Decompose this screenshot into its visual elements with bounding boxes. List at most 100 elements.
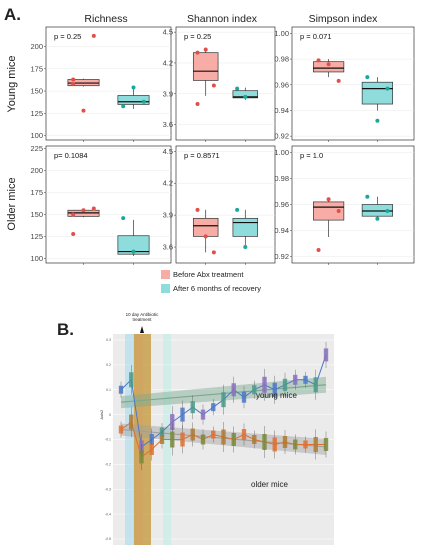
panel-frame <box>291 26 415 141</box>
data-point <box>316 248 321 252</box>
time-box <box>323 348 329 362</box>
data-point <box>195 207 200 212</box>
column-title-richness: Richness <box>84 13 127 25</box>
highlight-band-blue <box>125 334 133 545</box>
panel-b-tick-label: -0.4 <box>105 512 111 516</box>
data-point <box>385 209 390 213</box>
panel-b-letter: B. <box>57 320 74 339</box>
data-point <box>385 86 390 91</box>
y-tick-label: 0.96 <box>274 80 289 89</box>
time-box <box>241 391 247 403</box>
y-tick-label: 1.00 <box>274 148 289 157</box>
time-box <box>190 428 195 441</box>
panel-b-tick-label: -0.2 <box>105 463 111 467</box>
time-box <box>313 377 318 393</box>
y-tick-label: 0.96 <box>274 200 289 209</box>
panel-b-tick-label: 0.3 <box>106 338 111 342</box>
data-point <box>71 77 76 82</box>
y-tick-label: 125 <box>30 232 43 241</box>
data-point <box>91 206 96 211</box>
time-box <box>200 409 206 420</box>
time-box <box>180 432 185 447</box>
y-tick-label: 4.2 <box>163 58 173 67</box>
time-box <box>180 407 185 422</box>
time-box <box>149 443 154 455</box>
y-tick-label: 0.94 <box>274 226 289 235</box>
time-box <box>231 433 236 446</box>
y-tick-label: 1.00 <box>274 29 289 38</box>
panel-b-tick-label: 0.1 <box>106 388 111 392</box>
p-value-label: p = 0.25 <box>54 32 81 41</box>
y-tick-label: 200 <box>30 166 43 175</box>
time-box <box>282 378 288 391</box>
panel-frame <box>175 145 276 264</box>
data-point <box>195 50 200 55</box>
data-point <box>131 249 136 254</box>
time-box <box>241 429 247 441</box>
time-box <box>293 374 298 385</box>
time-box <box>211 430 216 439</box>
y-tick-label: 200 <box>30 42 43 51</box>
p-value-label: p = 0.071 <box>300 32 332 41</box>
p-value-label: p = 1.0 <box>300 151 323 160</box>
data-point <box>195 102 200 107</box>
y-tick-label: 150 <box>30 87 43 96</box>
row-title-young: Young mice <box>6 55 18 112</box>
data-point <box>235 86 240 91</box>
y-tick-label: 0.98 <box>274 174 289 183</box>
data-point <box>375 216 380 221</box>
time-box <box>313 436 318 452</box>
box <box>313 201 345 221</box>
y-tick-label: 4.5 <box>163 147 173 156</box>
box <box>192 52 219 81</box>
y-tick-label: 100 <box>30 254 43 263</box>
box <box>361 204 393 217</box>
panel-frame <box>45 145 172 264</box>
data-point <box>336 78 341 83</box>
data-point <box>71 212 76 217</box>
y-tick-label: 0.94 <box>274 106 289 115</box>
data-point <box>203 234 208 239</box>
y-tick-label: 150 <box>30 210 43 219</box>
time-box <box>293 439 298 450</box>
box <box>117 95 150 105</box>
time-box <box>170 431 175 448</box>
time-box <box>262 376 267 393</box>
y-tick-label: 3.6 <box>163 120 173 129</box>
time-box <box>252 435 257 444</box>
time-box <box>190 401 195 414</box>
y-tick-label: 3.9 <box>163 211 173 220</box>
y-tick-label: 3.6 <box>163 243 173 252</box>
panel-older-richness: 100 125 150 175 200 225 p= 0.1084 <box>30 144 172 265</box>
time-box <box>282 435 288 448</box>
p-value-label: p = 0.25 <box>184 32 211 41</box>
time-box <box>118 385 124 394</box>
data-point <box>211 250 216 255</box>
time-box <box>303 375 308 384</box>
data-point <box>326 62 331 67</box>
data-point <box>316 58 321 63</box>
legend-swatch-after <box>161 284 170 293</box>
time-box <box>200 434 206 445</box>
panel-frame <box>175 26 276 141</box>
time-box <box>323 437 329 451</box>
time-box <box>272 382 277 397</box>
panel-young-shannon: 3.6 3.9 4.2 4.5 p = 0.25 <box>163 26 276 142</box>
panel-b-tick-label: 0 <box>109 413 111 417</box>
panel-b-chart: 0.3 0.2 0.1 0 -0.1 -0.2 -0.3 -0.4 -0.5 Axis2 10 da… <box>99 312 334 545</box>
panel-older-simpson: 0.92 0.94 0.96 0.98 1.00 p = 1.0 <box>274 145 415 265</box>
data-point <box>91 33 96 38</box>
y-tick-label: 4.2 <box>163 179 173 188</box>
data-point <box>375 118 380 123</box>
time-box <box>129 414 134 430</box>
box <box>313 61 345 73</box>
time-box <box>272 437 277 452</box>
panel-b-tick-label: 0.2 <box>106 363 111 367</box>
treatment-label: 10 day Antibiotic treatment <box>126 312 160 322</box>
data-point <box>121 216 126 221</box>
data-point <box>243 245 248 250</box>
time-box <box>221 429 226 445</box>
panel-b-tick-label: -0.1 <box>105 438 111 442</box>
data-point <box>336 209 341 213</box>
